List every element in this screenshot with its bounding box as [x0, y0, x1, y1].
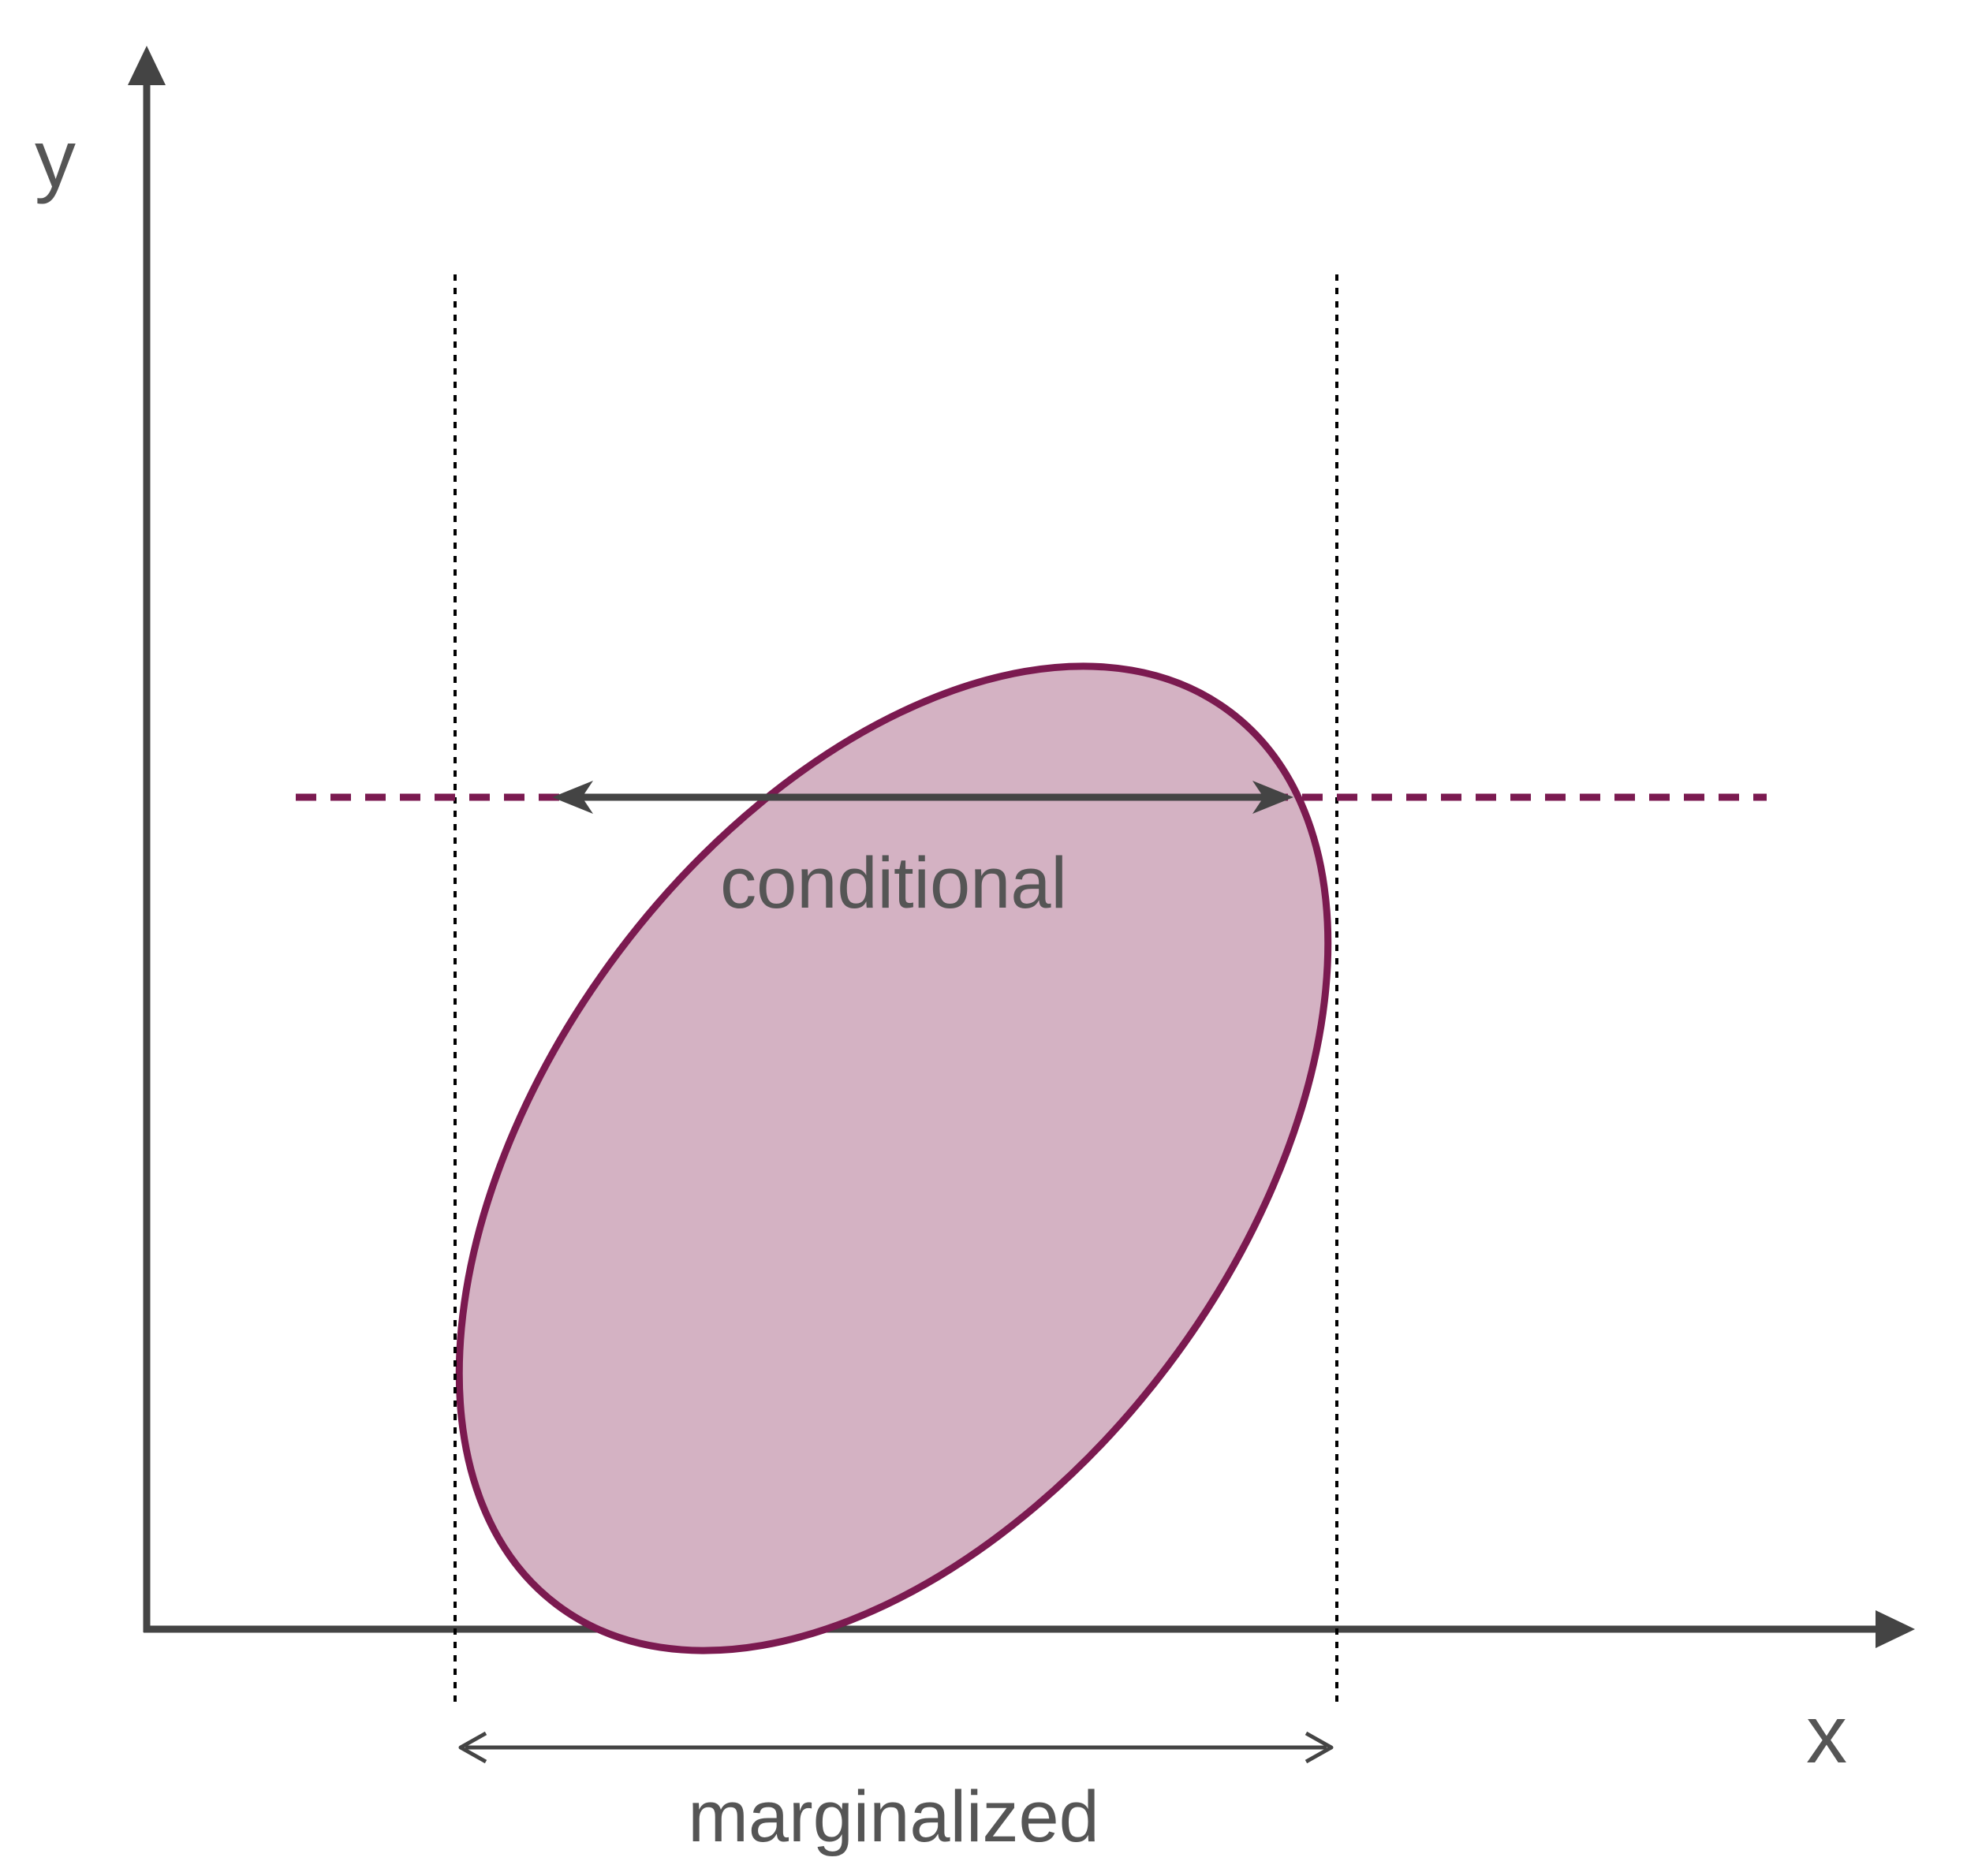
conditional-arrow: [552, 781, 1293, 814]
x-axis: [144, 1610, 1915, 1648]
conditional-label: conditional: [720, 843, 1067, 923]
y-axis-label: y: [35, 114, 76, 205]
marginalized-arrow: [458, 1731, 1334, 1764]
distribution-ellipse: [455, 662, 1332, 1654]
conditional-arrow-left-head: [552, 781, 593, 814]
y-axis-arrowhead: [128, 46, 166, 85]
x-axis-arrowhead: [1876, 1610, 1915, 1648]
x-axis-label: x: [1806, 1689, 1847, 1781]
y-axis: [128, 46, 166, 1632]
conditional-arrow-right-head: [1252, 781, 1293, 814]
marginalized-label: marginalized: [688, 1777, 1099, 1857]
marginalized-arrow-right-head: [1305, 1731, 1334, 1764]
marginalized-arrow-left-head: [458, 1731, 487, 1764]
